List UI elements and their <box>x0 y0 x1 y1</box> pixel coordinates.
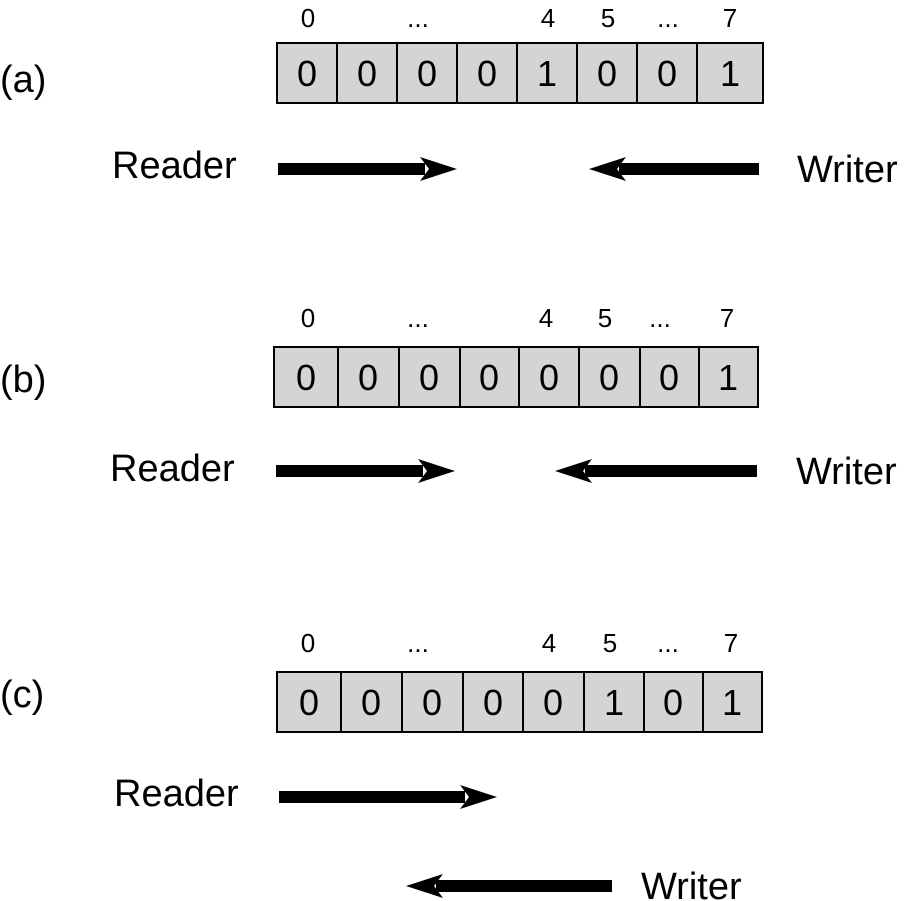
bit-value: 0 <box>663 682 683 723</box>
bit-value: 0 <box>479 357 499 398</box>
panel-c: (c) 0 ... 4 5 ... 7 0 0 0 0 0 1 0 1 <box>0 628 762 901</box>
panel-label: (b) <box>0 359 46 401</box>
bit-value: 0 <box>299 682 319 723</box>
index-label: 0 <box>301 628 315 658</box>
bit-array: 0 0 0 0 0 1 0 1 <box>277 672 762 732</box>
index-label: 5 <box>601 3 615 33</box>
reader-arrow <box>278 157 457 181</box>
bit-value: 1 <box>722 682 742 723</box>
bit-array: 0 0 0 0 1 0 0 1 <box>277 43 763 103</box>
index-label: 4 <box>542 628 556 658</box>
index-label: 7 <box>724 628 738 658</box>
writer-label: Writer <box>797 149 898 191</box>
bit-value: 0 <box>357 53 377 94</box>
index-label: ... <box>407 3 429 33</box>
bit-value: 0 <box>657 53 677 94</box>
writer-label: Writer <box>796 451 897 493</box>
index-label: 7 <box>723 3 737 33</box>
writer-arrow <box>589 157 759 181</box>
index-label: 5 <box>603 628 617 658</box>
writer-label: Writer <box>641 866 742 901</box>
index-label: 4 <box>539 303 553 333</box>
writer-arrow <box>555 459 757 483</box>
bit-value: 0 <box>296 357 316 398</box>
index-label: ... <box>649 303 671 333</box>
bit-value: 0 <box>419 357 439 398</box>
panel-b: (b) 0 ... 4 5 ... 7 0 0 0 0 0 0 0 1 <box>0 303 897 493</box>
index-label: ... <box>407 303 429 333</box>
bit-value: 0 <box>297 53 317 94</box>
bit-value: 0 <box>659 357 679 398</box>
reader-label: Reader <box>112 145 237 187</box>
index-label: 0 <box>301 3 315 33</box>
bit-value: 1 <box>604 682 624 723</box>
index-label: 4 <box>541 3 555 33</box>
reader-label: Reader <box>110 448 235 490</box>
bit-value: 0 <box>597 53 617 94</box>
panel-label: (a) <box>0 59 46 101</box>
index-labels: 0 ... 4 5 ... 7 <box>301 3 737 33</box>
bit-value: 0 <box>539 357 559 398</box>
bit-value: 0 <box>477 53 497 94</box>
reader-label: Reader <box>114 773 239 815</box>
reader-arrow <box>279 785 497 809</box>
reader-arrow <box>276 459 455 483</box>
panel-a: (a) 0 ... 4 5 ... 7 0 0 0 0 1 0 0 1 <box>0 3 898 191</box>
writer-arrow <box>406 874 612 898</box>
panel-label: (c) <box>0 674 44 716</box>
bit-value: 0 <box>422 682 442 723</box>
bit-array: 0 0 0 0 0 0 0 1 <box>274 347 758 407</box>
bit-value: 0 <box>358 357 378 398</box>
index-label: ... <box>407 628 429 658</box>
bit-value: 0 <box>483 682 503 723</box>
index-label: ... <box>657 3 679 33</box>
bit-value: 1 <box>537 53 557 94</box>
bit-value: 0 <box>417 53 437 94</box>
index-label: 0 <box>301 303 315 333</box>
index-label: 7 <box>720 303 734 333</box>
bit-value: 0 <box>543 682 563 723</box>
index-label: 5 <box>598 303 612 333</box>
index-label: ... <box>657 628 679 658</box>
bit-value: 1 <box>720 53 740 94</box>
index-labels: 0 ... 4 5 ... 7 <box>301 628 738 658</box>
bit-value: 0 <box>361 682 381 723</box>
bit-value: 0 <box>599 357 619 398</box>
bit-value: 1 <box>718 357 738 398</box>
index-labels: 0 ... 4 5 ... 7 <box>301 303 734 333</box>
